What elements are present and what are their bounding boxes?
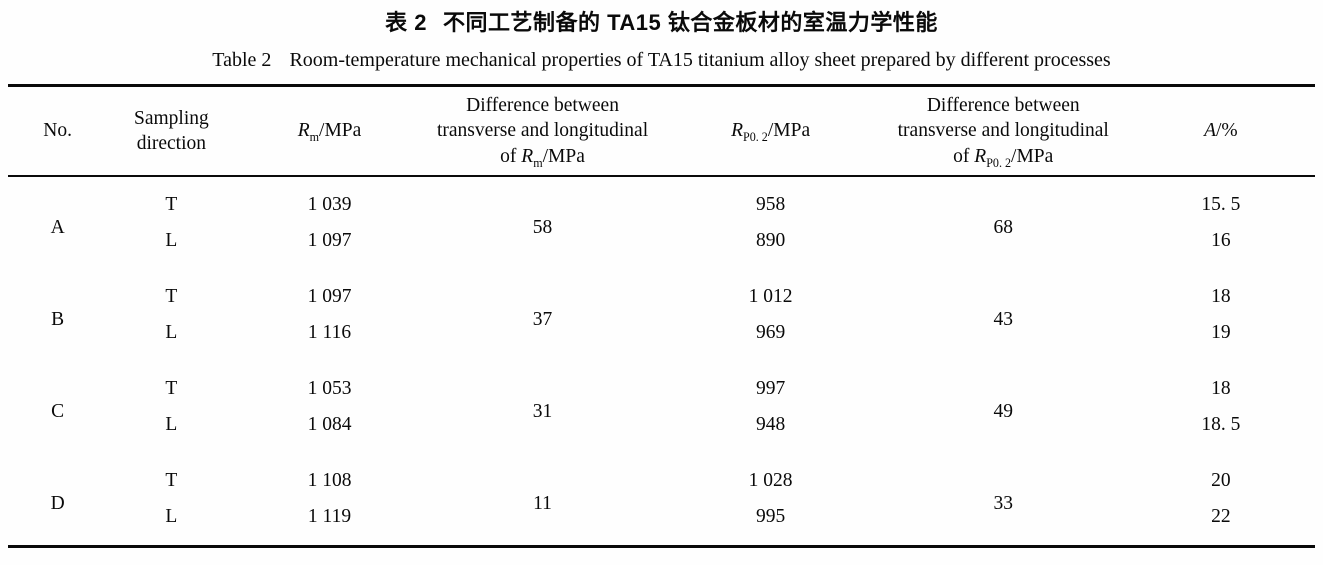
cell-a: 18	[1211, 378, 1231, 400]
cell-direction: L	[165, 506, 178, 528]
table-title-chinese-label: 表 2	[385, 10, 427, 35]
table-title-english-text: Room-temperature mechanical properties o…	[289, 49, 1111, 71]
rp02-unit: /MPa	[767, 120, 811, 142]
cell-rp02: 995	[755, 506, 786, 528]
diff-rp02-line2: transverse and longitudinal	[897, 120, 1109, 142]
cell-rp02: 1 028	[748, 470, 793, 492]
cell-diff-rm: 37	[532, 309, 553, 331]
col-header-rp02: RP0. 2/MPa	[661, 85, 880, 178]
table-header: No. Sampling direction Rm/MPa Difference…	[8, 85, 1315, 178]
cell-a: 19	[1211, 322, 1231, 344]
table-row: L 1 116 969 19	[8, 315, 1315, 361]
cell-direction: T	[165, 194, 178, 216]
cell-rp02: 948	[755, 414, 786, 436]
rm-symbol: R	[297, 120, 310, 142]
table-group-a: A T 1 039 58 958 68 15. 5 L 1 097 890 16	[8, 176, 1315, 269]
sampling-line1: Sampling	[133, 107, 209, 129]
col-header-diff-rm: Difference between transverse and longit…	[423, 85, 662, 178]
diff-rm-line1: Difference between	[466, 95, 619, 116]
cell-rp02: 997	[755, 378, 786, 400]
table-group-b: B T 1 097 37 1 012 43 18 L 1 116 969 19	[8, 269, 1315, 361]
a-unit: /%	[1216, 120, 1238, 142]
cell-a: 15. 5	[1201, 194, 1241, 216]
rp02-subscript: P0. 2	[743, 130, 768, 145]
cell-a: 20	[1211, 470, 1231, 492]
cell-no: D	[50, 493, 65, 515]
table-row: C T 1 053 31 997 49 18	[8, 361, 1315, 422]
table-group-d: D T 1 108 11 1 028 33 20 L 1 119 995 22	[8, 453, 1315, 547]
a-symbol: A	[1204, 120, 1216, 142]
cell-direction: L	[165, 230, 178, 252]
cell-rp02: 969	[755, 322, 786, 344]
mechanical-properties-table: No. Sampling direction Rm/MPa Difference…	[8, 84, 1315, 549]
col-header-sampling-direction: Sampling direction	[107, 85, 236, 178]
table-group-c: C T 1 053 31 997 49 18 L 1 084 948 18. 5	[8, 361, 1315, 453]
diff-rm-line3: of Rm/MPa	[500, 145, 585, 170]
table-title-english-label: Table 2	[212, 49, 272, 71]
cell-rm: 1 039	[307, 194, 352, 216]
col-header-rm: Rm/MPa	[235, 85, 424, 178]
table-row: L 1 119 995 22	[8, 499, 1315, 547]
cell-diff-rm: 31	[532, 401, 553, 423]
cell-direction: L	[165, 322, 178, 344]
cell-rp02: 958	[755, 194, 786, 216]
cell-direction: T	[165, 378, 178, 400]
table-row: D T 1 108 11 1 028 33 20	[8, 453, 1315, 514]
table-row: L 1 084 948 18. 5	[8, 407, 1315, 453]
rp02-symbol: R	[731, 120, 743, 142]
col-header-no: No.	[8, 85, 108, 178]
cell-rm: 1 084	[307, 414, 352, 436]
col-header-diff-rp02: Difference between transverse and longit…	[879, 85, 1127, 178]
rm-subscript: m	[309, 130, 320, 145]
cell-rm: 1 108	[307, 470, 352, 492]
cell-diff-rp02: 68	[993, 217, 1013, 239]
cell-rm: 1 097	[307, 230, 352, 252]
cell-a: 18	[1211, 286, 1231, 308]
table-row: A T 1 039 58 958 68 15. 5	[8, 176, 1315, 238]
table-title-chinese: 表 2 不同工艺制备的 TA15 钛合金板材的室温力学性能	[0, 0, 1323, 38]
cell-no: A	[50, 217, 65, 239]
table-row: L 1 097 890 16	[8, 223, 1315, 269]
cell-diff-rm: 11	[533, 493, 552, 515]
header-row: No. Sampling direction Rm/MPa Difference…	[8, 85, 1315, 178]
cell-rp02: 890	[755, 230, 786, 252]
cell-a: 22	[1211, 506, 1231, 528]
sampling-line2: direction	[136, 133, 207, 155]
table-title-chinese-text: 不同工艺制备的 TA15 钛合金板材的室温力学性能	[442, 10, 938, 35]
table-title-english: Table 2 Room-temperature mechanical prope…	[0, 46, 1323, 74]
cell-a: 16	[1211, 230, 1231, 252]
cell-rm: 1 097	[307, 286, 352, 308]
cell-no: C	[51, 401, 65, 423]
cell-no: B	[51, 309, 65, 331]
cell-diff-rp02: 43	[993, 309, 1013, 331]
cell-rm: 1 116	[307, 322, 352, 344]
col-header-a: A/%	[1126, 85, 1315, 178]
diff-rp02-line3: of RP0. 2/MPa	[953, 145, 1054, 170]
cell-rm: 1 119	[307, 506, 352, 528]
cell-rp02: 1 012	[748, 286, 793, 308]
table-row: B T 1 097 37 1 012 43 18	[8, 269, 1315, 330]
diff-rp02-line1: Difference between	[926, 95, 1080, 116]
cell-direction: T	[165, 286, 178, 308]
cell-diff-rp02: 49	[993, 401, 1013, 423]
cell-diff-rm: 58	[532, 217, 553, 239]
cell-diff-rp02: 33	[993, 493, 1013, 515]
cell-direction: L	[165, 414, 178, 436]
rm-unit: /MPa	[319, 120, 362, 142]
cell-direction: T	[165, 470, 178, 492]
diff-rm-line2: transverse and longitudinal	[436, 120, 649, 142]
cell-rm: 1 053	[307, 378, 352, 400]
cell-a: 18. 5	[1201, 414, 1241, 436]
